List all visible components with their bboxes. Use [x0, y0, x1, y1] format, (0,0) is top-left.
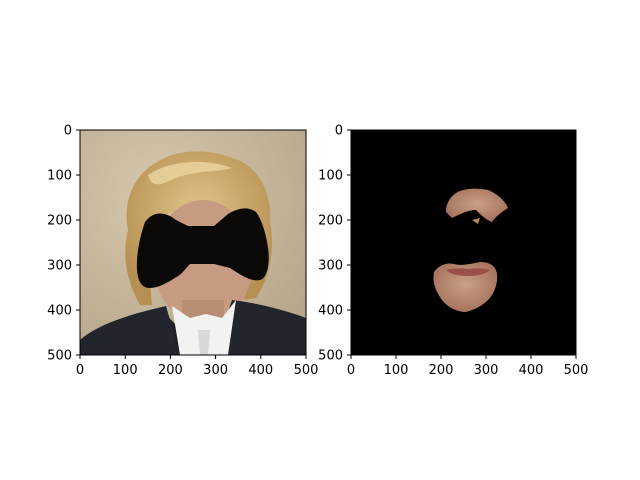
hair — [125, 151, 273, 305]
right-y-axis: 0 100 200 300 400 500 — [318, 124, 351, 364]
right-x-tick-label: 500 — [564, 363, 589, 378]
left-axes-frame — [79, 129, 307, 356]
left-y-tick-label: 500 — [47, 349, 72, 364]
face-mask — [136, 208, 269, 288]
right-x-tick-label: 400 — [519, 363, 544, 378]
shirt-shadow — [198, 330, 210, 355]
upper-face-region — [446, 188, 508, 222]
masked-portrait-image — [80, 130, 306, 355]
shirt-collar — [172, 300, 236, 355]
left-x-tick-label: 100 — [113, 363, 138, 378]
left-panel: 0 100 200 300 400 500 0 100 200 300 400 500 — [47, 124, 318, 379]
left-x-axis: 0 100 200 300 400 500 — [76, 355, 319, 378]
left-y-tick-label: 200 — [47, 214, 72, 229]
jacket-body — [80, 300, 306, 355]
right-y-tick-label: 400 — [318, 304, 343, 319]
right-y-tick-label: 200 — [318, 214, 343, 229]
left-y-axis: 0 100 200 300 400 500 — [47, 124, 80, 364]
left-x-tick-label: 500 — [294, 363, 319, 378]
right-x-tick-label: 0 — [347, 363, 355, 378]
left-y-tick-label: 400 — [47, 304, 72, 319]
left-x-tick-label: 300 — [203, 363, 228, 378]
left-y-tick-label: 100 — [47, 169, 72, 184]
right-y-tick-label: 100 — [318, 169, 343, 184]
right-x-tick-label: 300 — [474, 363, 499, 378]
left-y-tick-label: 300 — [47, 259, 72, 274]
upper-face-spot — [472, 218, 480, 224]
hair-strands — [148, 161, 232, 185]
right-y-tick-label: 500 — [318, 349, 343, 364]
right-x-tick-label: 200 — [429, 363, 454, 378]
right-axes-frame — [350, 129, 577, 356]
lips — [446, 268, 490, 276]
right-y-tick-label: 300 — [318, 259, 343, 274]
right-y-tick-label: 0 — [335, 124, 343, 139]
left-x-tick-label: 200 — [158, 363, 183, 378]
right-x-tick-label: 100 — [384, 363, 409, 378]
cropped-face-image — [351, 130, 576, 355]
left-y-tick-label: 0 — [64, 124, 72, 139]
right-panel: 0 100 200 300 400 500 0 100 200 300 400 500 — [318, 124, 588, 379]
left-x-tick-label: 0 — [76, 363, 84, 378]
right-x-axis: 0 100 200 300 400 500 — [347, 355, 589, 378]
left-x-tick-label: 400 — [248, 363, 273, 378]
black-background — [351, 130, 576, 355]
